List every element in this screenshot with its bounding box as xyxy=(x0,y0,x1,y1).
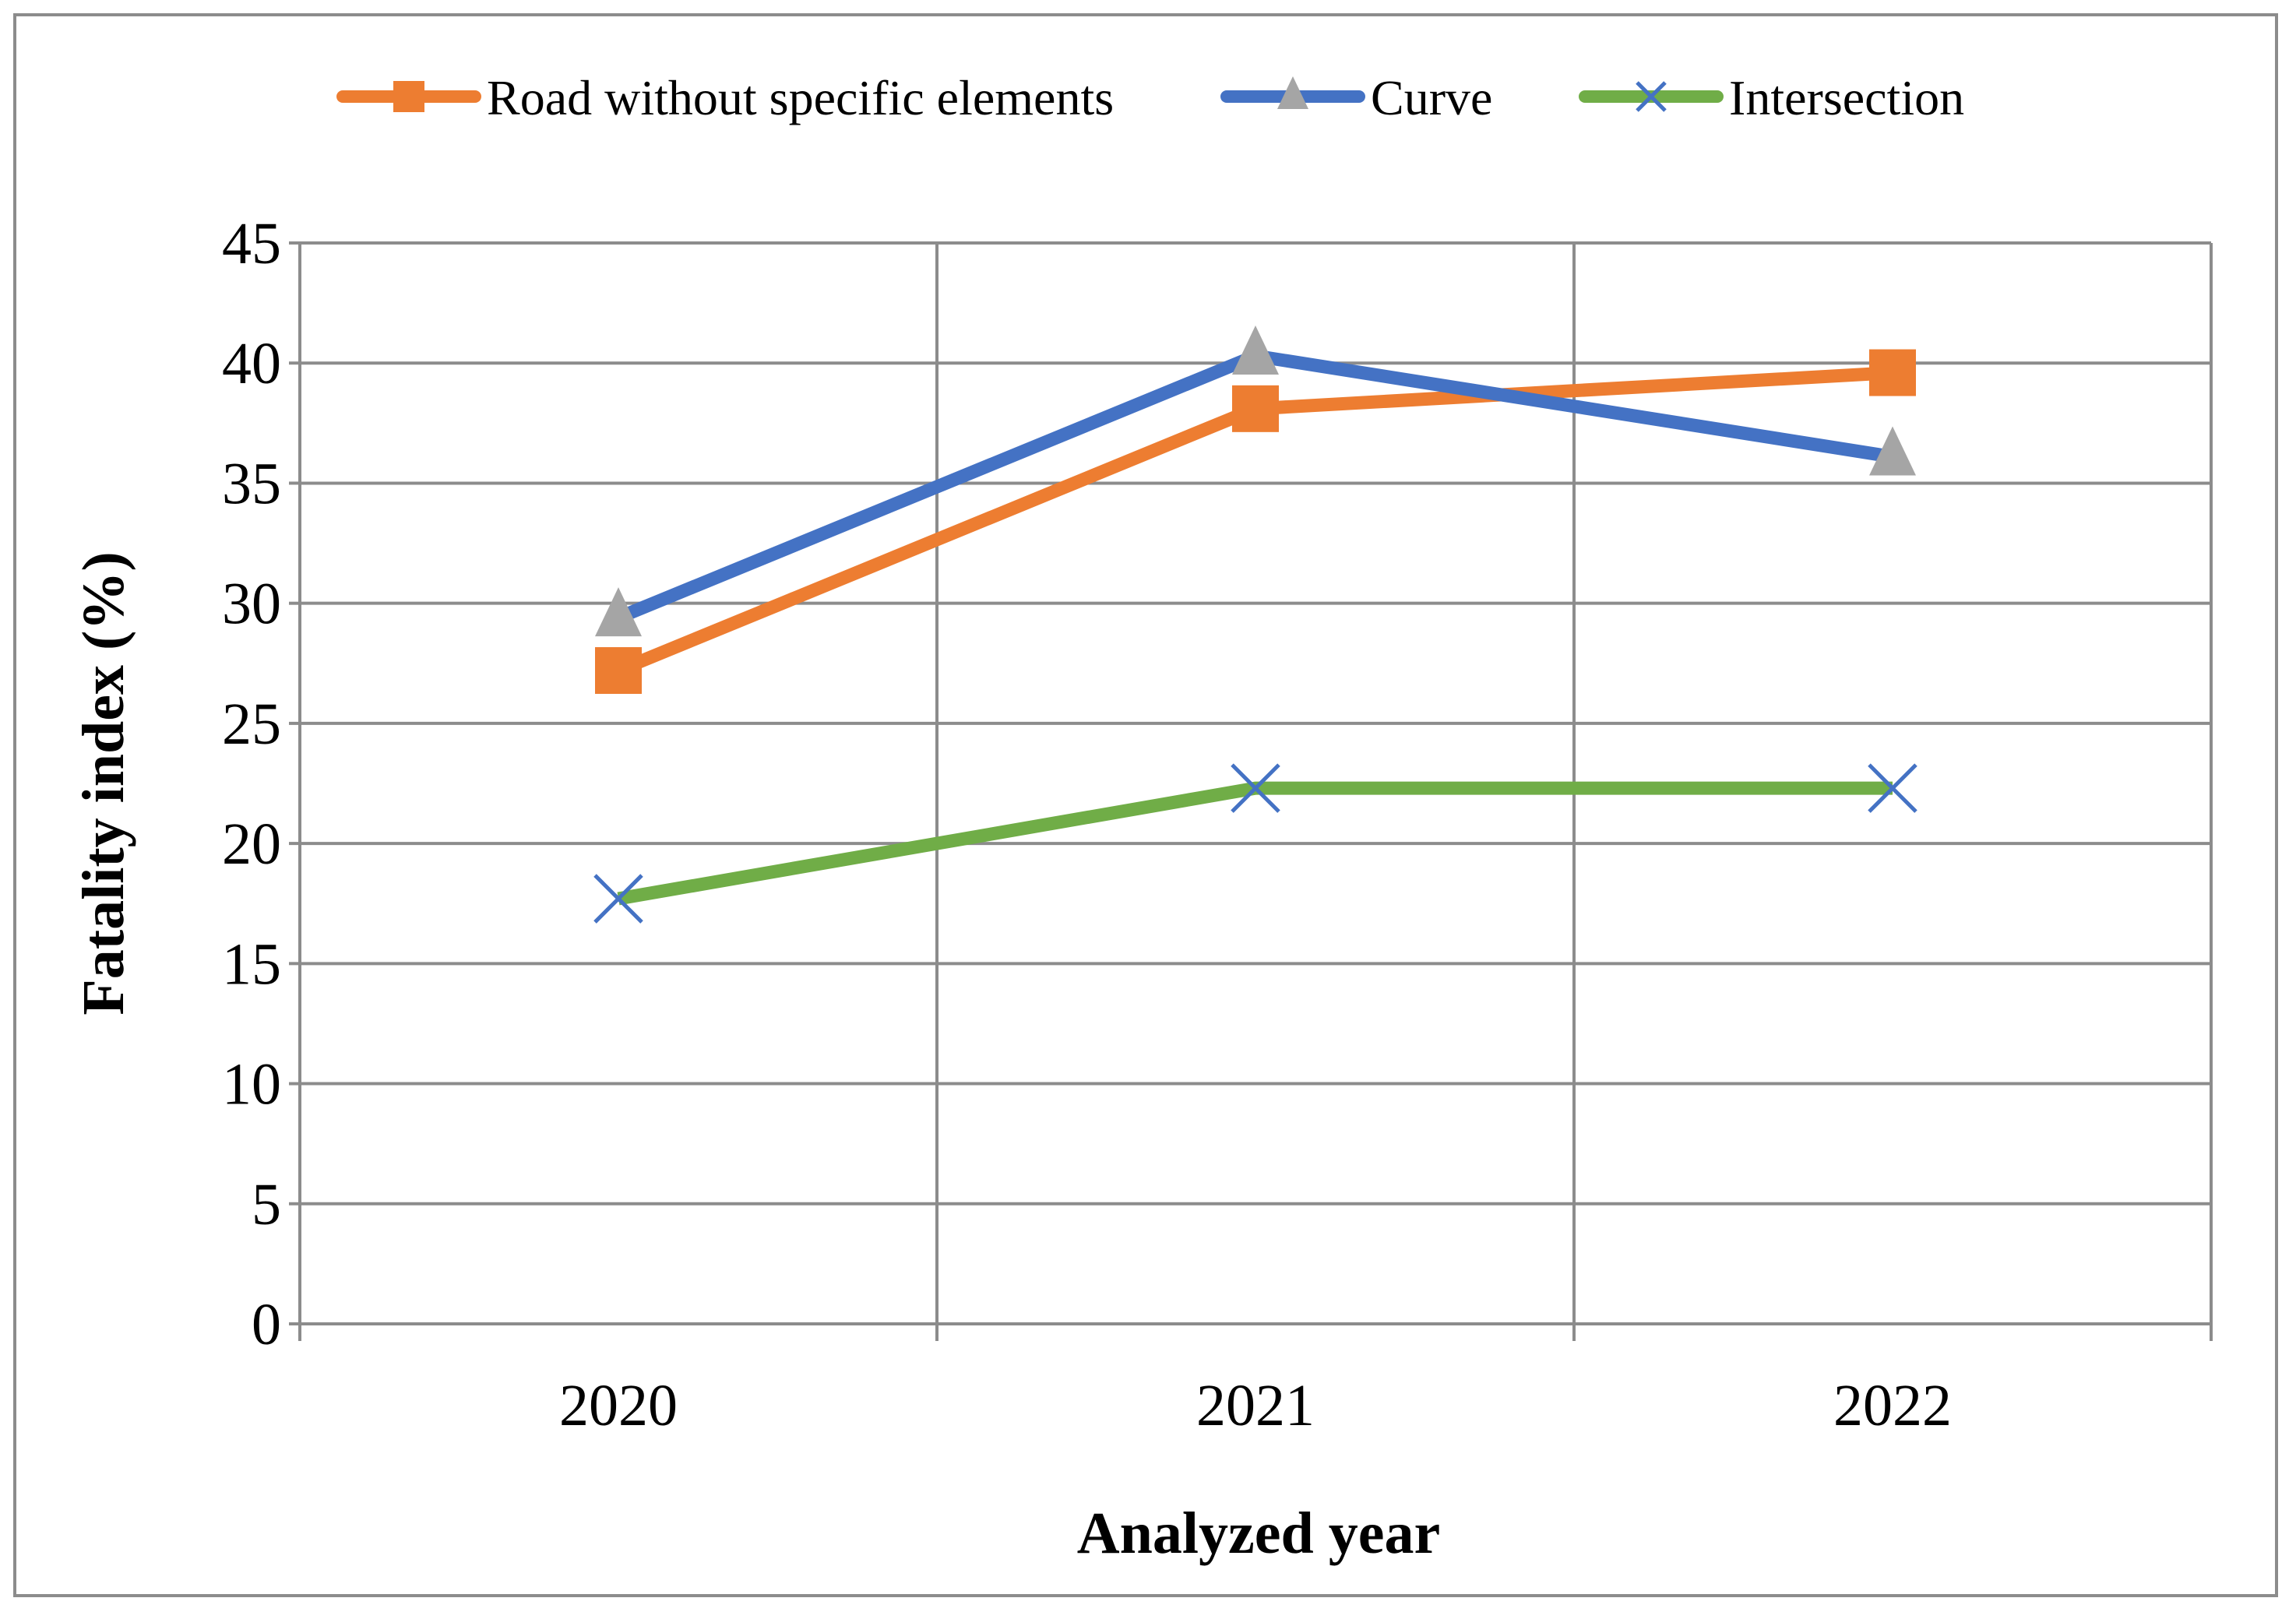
triangle-marker xyxy=(595,587,642,637)
x-axis-title: Analyzed year xyxy=(1077,1501,1440,1566)
y-tick-label: 45 xyxy=(222,211,281,276)
x-tick-label: 2021 xyxy=(1196,1373,1315,1438)
legend-item-0: Road without specific elements xyxy=(336,70,1114,125)
x-tick-label: 2020 xyxy=(559,1373,678,1438)
y-tick-label: 5 xyxy=(252,1172,281,1237)
y-tick-label: 10 xyxy=(222,1052,281,1117)
legend-label: Intersection xyxy=(1729,70,1964,125)
y-tick-label: 20 xyxy=(222,811,281,877)
y-tick-label: 35 xyxy=(222,451,281,516)
y-tick-label: 15 xyxy=(222,931,281,997)
y-tick-label: 40 xyxy=(222,331,281,396)
x-marker xyxy=(1636,81,1667,112)
square-marker xyxy=(393,81,424,112)
square-marker xyxy=(1232,385,1279,432)
x-marker xyxy=(1231,763,1280,813)
y-axis-title: Fatality index (%) xyxy=(71,551,136,1015)
x-tick-label: 2022 xyxy=(1833,1373,1952,1438)
legend-label: Curve xyxy=(1371,70,1492,125)
triangle-marker xyxy=(1232,325,1279,375)
x-marker xyxy=(1868,763,1917,813)
legend-item-1: Curve xyxy=(1220,70,1492,125)
square-marker xyxy=(1869,349,1916,396)
y-tick-label: 25 xyxy=(222,692,281,757)
triangle-marker xyxy=(1277,76,1308,109)
triangle-marker xyxy=(1869,426,1916,476)
y-tick-label: 30 xyxy=(222,572,281,637)
legend-item-2: Intersection xyxy=(1579,70,1964,125)
square-marker xyxy=(595,647,642,695)
legend-label: Road without specific elements xyxy=(487,70,1114,125)
x-marker xyxy=(593,874,643,924)
y-tick-label: 0 xyxy=(252,1292,281,1357)
